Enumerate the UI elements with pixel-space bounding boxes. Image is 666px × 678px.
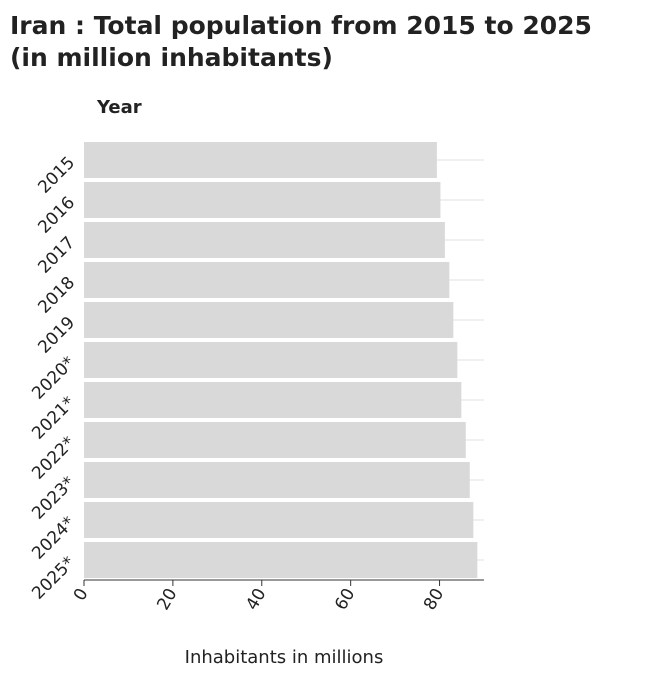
x-tick-label: 20 [153,585,181,614]
bar-2019 [84,302,454,338]
bars [84,142,478,578]
chart-title-line-1: Iran : Total population from 2015 to 202… [10,11,592,40]
y-tick-label: 2019 [34,313,79,358]
x-axis-label: Inhabitants in millions [185,647,384,668]
y-tick-label: 2022* [28,433,79,484]
x-tick-label: 0 [70,585,93,604]
chart-title-line-2: (in million inhabitants) [10,43,333,72]
y-tick-label: 2023* [28,473,79,524]
bar-2015 [84,142,437,178]
bar-2018 [84,262,450,298]
y-tick-label: 2015 [34,153,79,198]
x-tick-labels: 0 20 40 60 80 [70,585,448,614]
y-tick-label: 2020* [28,353,79,404]
bar-2020 [84,342,458,378]
bar-2017 [84,222,445,258]
bar-2016 [84,182,441,218]
y-tick-label: 2024* [28,513,79,564]
bar-2022 [84,422,466,458]
x-tick-label: 60 [331,585,359,614]
y-axis-label: Year [96,97,142,118]
y-tick-label: 2017 [34,233,79,278]
bar-2025 [84,542,478,578]
bar-2023 [84,462,470,498]
y-tick-labels: 201520162017201820192020*2021*2022*2023*… [28,153,79,604]
y-tick-label: 2021* [28,393,79,444]
x-tick-label: 80 [420,585,448,614]
x-tick-label: 40 [242,585,270,614]
y-tick-label: 2016 [34,193,79,238]
y-tick-label: 2018 [34,273,79,318]
chart-title: Iran : Total population from 2015 to 202… [10,10,660,74]
bar-2021 [84,382,462,418]
x-axis [83,579,484,586]
bar-2024 [84,502,474,538]
